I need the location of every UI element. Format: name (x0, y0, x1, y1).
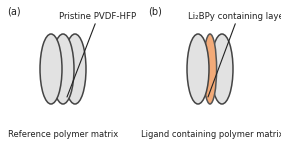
Text: (b): (b) (148, 7, 162, 17)
Ellipse shape (187, 34, 209, 104)
Ellipse shape (211, 34, 233, 104)
Ellipse shape (64, 34, 86, 104)
Text: (a): (a) (7, 7, 21, 17)
Ellipse shape (52, 34, 74, 104)
Text: Reference polymer matrix: Reference polymer matrix (8, 130, 118, 139)
Ellipse shape (40, 34, 62, 104)
Text: Li₂BPy containing layer: Li₂BPy containing layer (188, 12, 281, 97)
Text: Pristine PVDF-HFP: Pristine PVDF-HFP (60, 12, 137, 97)
Text: Ligand containing polymer matrix: Ligand containing polymer matrix (141, 130, 281, 139)
Ellipse shape (203, 34, 217, 104)
